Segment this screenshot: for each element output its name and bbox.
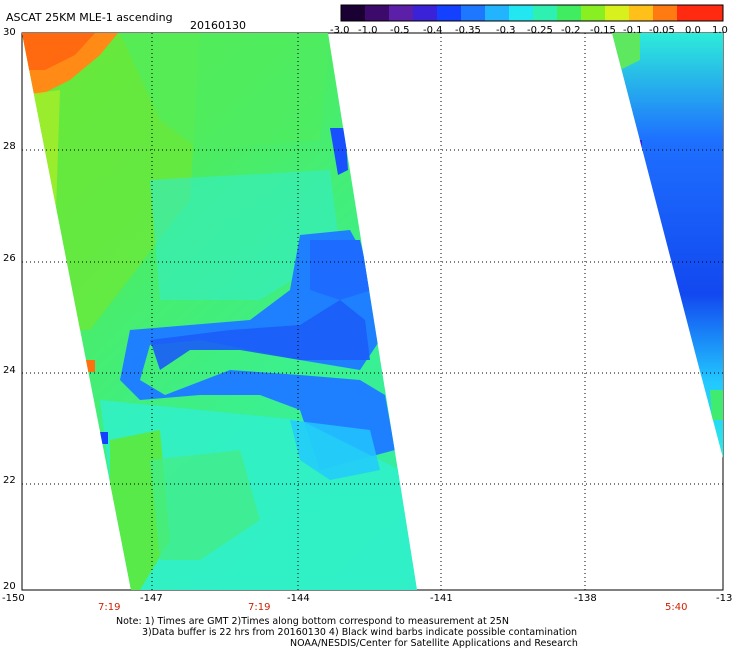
lon-label-141: -141 <box>430 593 453 604</box>
colorbar-label-9: -0.1 <box>623 25 643 36</box>
colorbar-label-3: -0.4 <box>423 25 443 36</box>
lat-label-30: 30 <box>3 27 16 38</box>
east-swath <box>612 33 723 458</box>
map-date: 20160130 <box>190 19 246 32</box>
lat-label-20: 20 <box>3 581 16 592</box>
note-line-2: 3)Data buffer is 22 hrs from 20160130 4)… <box>142 627 578 638</box>
colorbar-label-6: -0.25 <box>527 25 553 36</box>
colorbar-label-1: -1.0 <box>358 25 378 36</box>
lon-label-150: -150 <box>2 593 25 604</box>
time-label-west-2: 7:19 <box>248 602 271 613</box>
lon-label-147: -147 <box>140 593 163 604</box>
lat-label-22: 22 <box>3 475 16 486</box>
colorbar-label-4: -0.35 <box>455 25 481 36</box>
map-gridlines <box>22 33 723 590</box>
colorbar-label-8: -0.15 <box>590 25 616 36</box>
lat-label-24: 24 <box>3 365 16 376</box>
map-title: ASCAT 25KM MLE-1 ascending <box>6 11 173 24</box>
lon-label-144: -144 <box>287 593 310 604</box>
time-label-west-1: 7:19 <box>98 602 121 613</box>
colorbar-label-0: -3.0 <box>330 25 350 36</box>
colorbar-label-2: -0.5 <box>390 25 410 36</box>
lon-label-138: -138 <box>574 593 597 604</box>
note-line-3: NOAA/NESDIS/Center for Satellite Applica… <box>290 638 578 649</box>
lat-label-26: 26 <box>3 253 16 264</box>
colorbar-label-7: -0.2 <box>561 25 581 36</box>
note-line-1: Note: 1) Times are GMT 2)Times along bot… <box>116 616 509 627</box>
colorbar <box>340 4 724 22</box>
colorbar-label-12: 1.0 <box>712 25 728 36</box>
time-label-east: 5:40 <box>665 602 688 613</box>
colorbar-label-5: -0.3 <box>496 25 516 36</box>
colorbar-label-11: 0.0 <box>685 25 701 36</box>
colorbar-label-10: -0.05 <box>649 25 675 36</box>
lat-label-28: 28 <box>3 141 16 152</box>
lon-label-135: -13 <box>716 593 733 604</box>
